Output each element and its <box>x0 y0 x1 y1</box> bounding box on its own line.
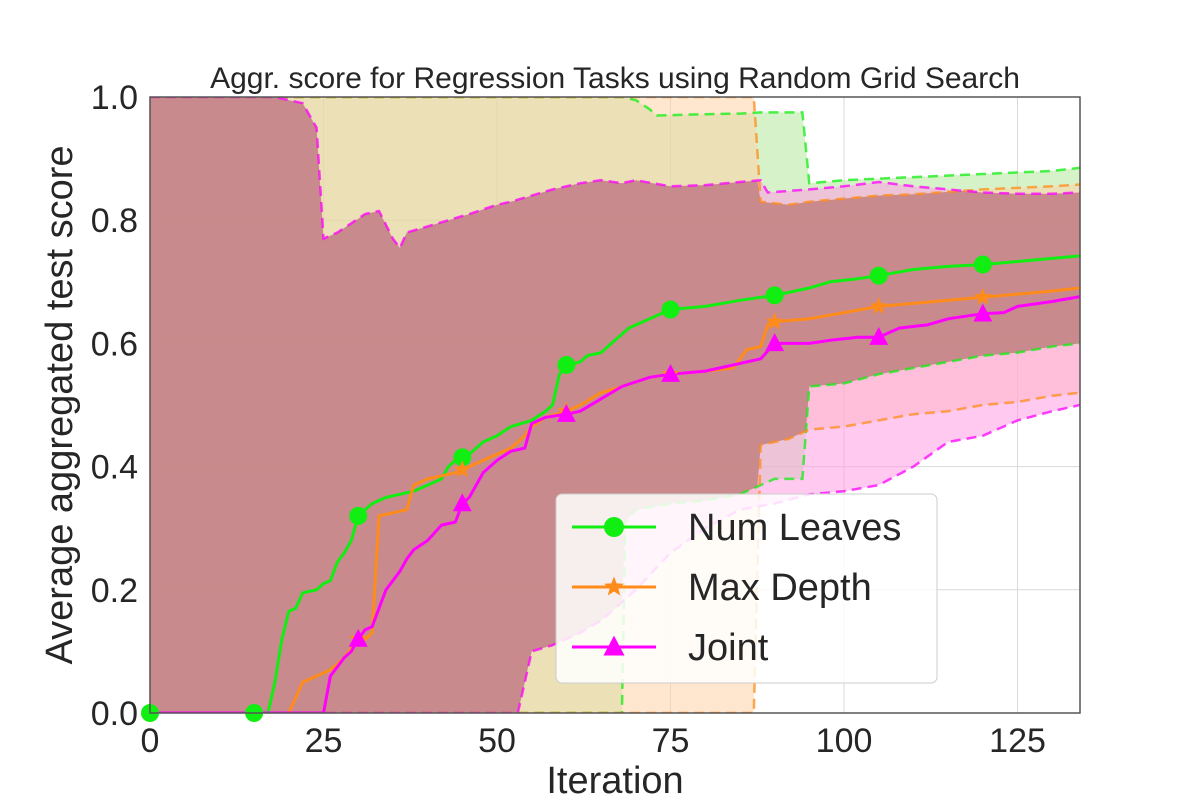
y-tick-label: 1.0 <box>91 79 138 117</box>
y-axis-label: Average aggregated test score <box>39 146 81 665</box>
band-lower-edge <box>150 403 1080 713</box>
triangle-marker <box>765 333 785 352</box>
x-tick-label: 100 <box>816 722 873 760</box>
circle-marker <box>973 255 992 274</box>
legend-label: Joint <box>688 627 769 669</box>
star-marker <box>973 287 992 305</box>
series-line <box>150 254 1080 713</box>
overlap-band <box>150 97 1080 713</box>
circle-marker <box>453 448 472 467</box>
circle-marker <box>765 286 784 305</box>
legend-label: Num Leaves <box>688 507 901 549</box>
plot-frame <box>149 96 1081 714</box>
y-tick-label: 0.2 <box>91 572 138 610</box>
y-tick-label: 0.8 <box>91 202 138 240</box>
chart-title: Aggr. score for Regression Tasks using R… <box>210 62 1020 95</box>
legend-label: Max Depth <box>688 567 872 609</box>
circle-marker <box>557 355 576 374</box>
x-tick-label: 0 <box>141 722 160 760</box>
band-upper-edge <box>150 97 1080 251</box>
star-marker <box>604 576 624 596</box>
circle-marker <box>869 266 888 285</box>
x-axis-ticks: 0 25 50 75 100 125 <box>141 722 1046 760</box>
triangle-marker <box>869 326 889 345</box>
circle-marker <box>604 517 624 537</box>
y-tick-label: 0.0 <box>91 695 138 733</box>
y-axis-ticks: 0.0 0.2 0.4 0.6 0.8 1.0 <box>91 79 138 733</box>
x-tick-label: 50 <box>478 722 516 760</box>
star-marker <box>453 460 472 478</box>
triangle-marker <box>556 403 576 422</box>
triangle-marker <box>452 493 472 512</box>
band-lower-edge <box>150 391 1080 713</box>
confidence-bands <box>150 97 1080 713</box>
y-tick-label: 0.4 <box>91 449 138 487</box>
star-marker <box>765 312 784 330</box>
band-upper-edge <box>150 97 1080 185</box>
legend-box <box>555 493 938 684</box>
star-marker <box>869 297 888 315</box>
x-tick-label: 75 <box>652 722 690 760</box>
mean-lines <box>150 254 1080 713</box>
y-tick-label: 0.6 <box>91 325 138 363</box>
triangle-marker <box>661 363 680 382</box>
triangle-marker <box>348 628 368 647</box>
series-line <box>150 295 1080 713</box>
circle-marker <box>661 300 680 319</box>
circle-marker <box>349 506 368 525</box>
x-tick-label: 25 <box>305 722 343 760</box>
triangle-marker <box>603 635 625 656</box>
x-axis-label: Iteration <box>546 760 683 800</box>
triangle-marker <box>973 303 993 322</box>
band-upper-edge <box>150 97 1080 207</box>
x-tick-label: 125 <box>989 722 1046 760</box>
series-markers <box>141 255 993 722</box>
confidence-band-edges <box>150 97 1080 713</box>
legend: Num Leaves Max Depth Joint <box>555 493 938 684</box>
